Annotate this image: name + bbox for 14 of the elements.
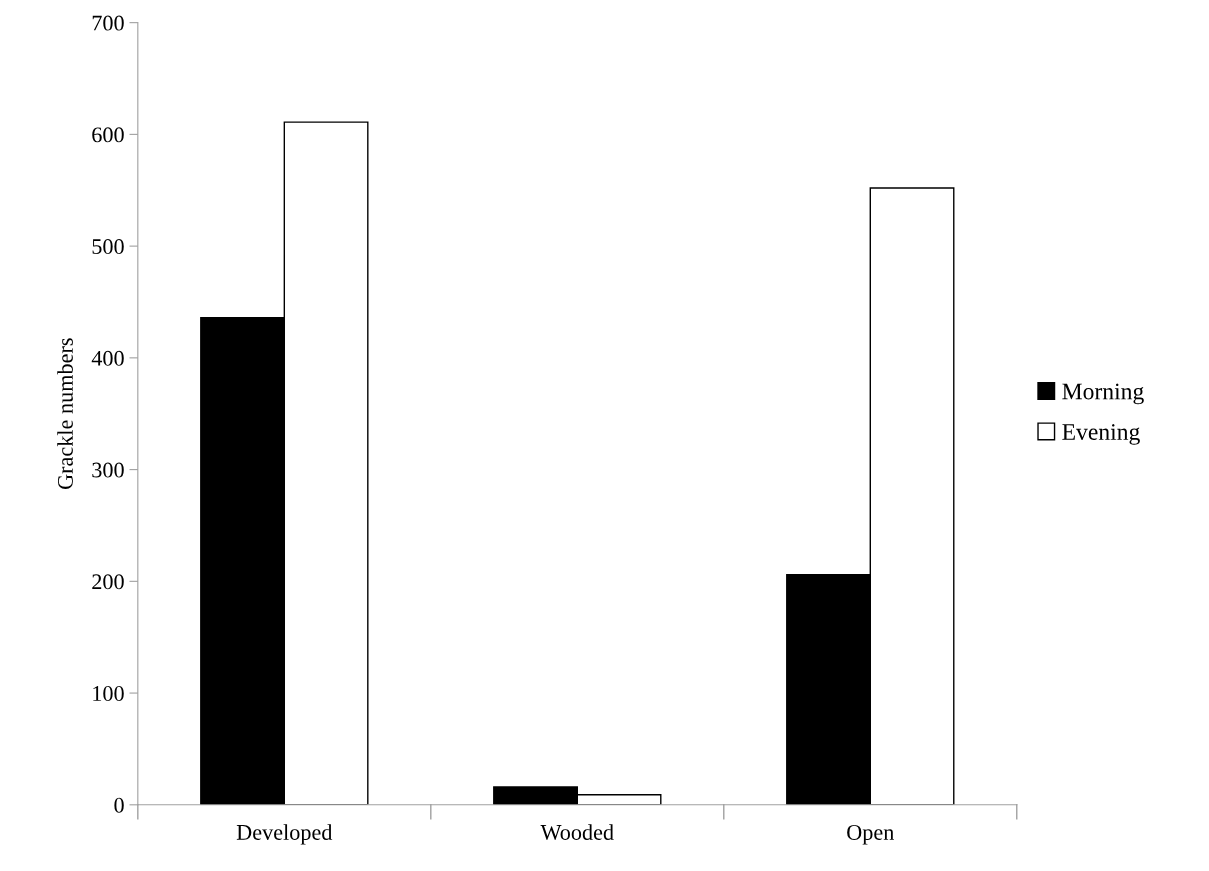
y-tick-label: 0 [114,797,124,813]
x-tick-label: Developed [236,824,333,845]
legend-label: Morning [1062,383,1144,405]
y-tick-label: 100 [93,686,124,701]
y-tick-label: 300 [92,462,124,478]
x-tick-label: Open [847,824,895,845]
legend-label: Evening [1062,424,1140,445]
y-tick-label: 400 [91,350,124,366]
x-tick-label: Wooded [540,824,614,841]
y-tick-label: 500 [92,239,124,255]
y-tick-label: 600 [92,127,124,143]
y-tick-label: 700 [92,15,124,31]
y-tick-label: 200 [92,574,124,590]
y-axis-title: Grackle numbers [57,338,73,490]
